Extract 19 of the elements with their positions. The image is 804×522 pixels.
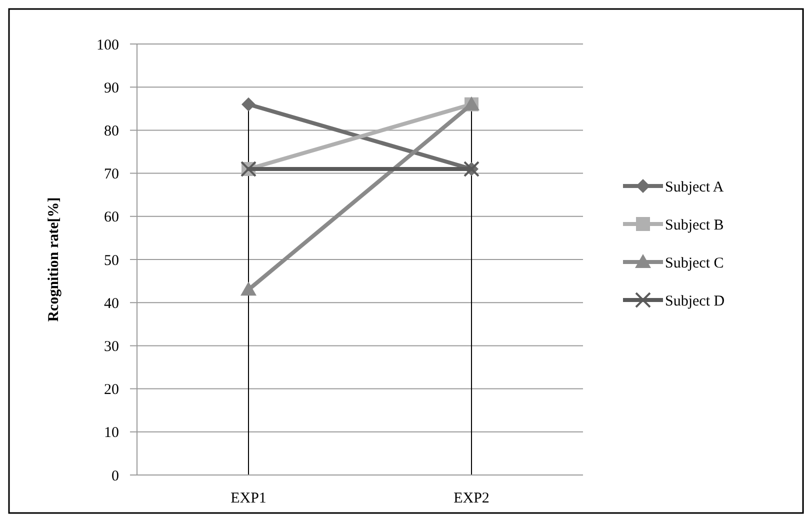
legend-label: Subject C [665, 255, 724, 272]
y-tick-label: 100 [96, 37, 119, 54]
y-tick-label: 20 [104, 382, 119, 398]
y-tick-label: 60 [104, 210, 119, 226]
y-tick-label: 80 [104, 123, 119, 140]
legend-label: Subject A [665, 179, 724, 196]
y-tick-label: 0 [112, 468, 119, 484]
y-axis-title: Rcognition rate[%] [46, 197, 62, 322]
x-tick-label: EXP2 [454, 490, 490, 506]
y-tick-label: 50 [104, 252, 119, 269]
point [242, 97, 256, 112]
y-tick-label: 30 [104, 338, 119, 355]
y-tick-label: 90 [104, 80, 119, 96]
legend-label: Subject B [665, 217, 724, 234]
legend-label: Subject D [665, 293, 725, 310]
y-tick-label: 70 [104, 166, 119, 183]
y-tick-label: 40 [104, 296, 119, 312]
y-tick-label: 10 [104, 425, 119, 442]
x-tick-label: EXP1 [230, 490, 266, 506]
